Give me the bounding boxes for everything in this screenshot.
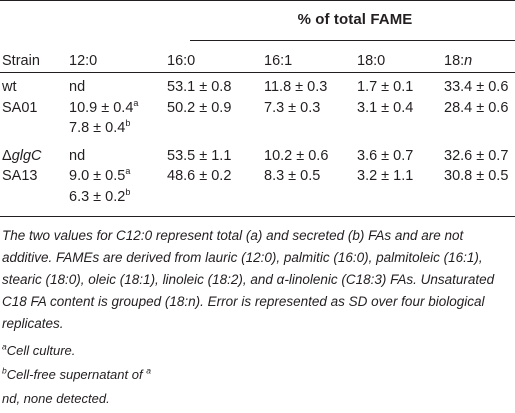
column-header-18-0: 18:0 [357,53,386,69]
strain-cell: SA01 [2,100,38,116]
strain-cell: wt [2,79,17,95]
c16-1-cell: 10.2 ± 0.6 [264,148,329,164]
c18n-cell: 33.4 ± 0.6 [444,79,509,95]
c12-secreted-value: 7.8 ± 0.4 [69,120,126,136]
c16-cell: 50.2 ± 0.9 [167,100,232,116]
c18n-cell: 30.8 ± 0.5 [444,168,509,184]
c18n-cell: 32.6 ± 0.7 [444,148,509,164]
c16-1-cell: 8.3 ± 0.5 [264,168,321,184]
c16-cell: 53.1 ± 0.8 [167,79,232,95]
c12-cell: nd [69,79,86,95]
column-header-12-0: 12:0 [69,53,98,69]
c12-secreted-value: 6.3 ± 0.2 [69,189,126,205]
c18-cell: 1.7 ± 0.1 [357,79,414,95]
c16-cell: 48.6 ± 0.2 [167,168,232,184]
note-b: bCell-free supernatant of a [2,365,151,382]
table-heading: % of total FAME [297,11,413,28]
c12-secreted-cell: 7.8 ± 0.4b [69,119,130,137]
strain-delta-prefix: Δ [2,148,12,164]
footnote-line: C18 FA content is grouped (18:n). Error … [2,294,485,309]
footnote-mark: a [125,166,131,177]
c12-total-cell: 9.0 ± 0.5a [69,167,130,185]
strain-gene-name: glgC [11,148,42,164]
column-header-18-n-text: 18: [444,53,465,69]
c16-1-cell: 7.3 ± 0.3 [264,100,321,116]
column-header-strain: Strain [2,53,40,69]
strain-cell: SA13 [2,168,38,184]
heading-rule [190,40,515,41]
note-trailing-mark: a [146,365,151,376]
c12-total-value: 9.0 ± 0.5 [69,168,126,184]
footnote-mark: b [125,118,131,129]
c18-cell: 3.2 ± 1.1 [357,168,414,184]
column-header-16-1: 16:1 [264,53,293,69]
note-mark: b [2,365,7,376]
note-text: Cell culture. [6,343,76,358]
footnote-line: additive. FAMEs are derived from lauric … [2,250,483,265]
column-header-18-n-italic: n [464,53,473,69]
footnote-line: The two values for C12:0 represent total… [2,228,464,243]
note-text: Cell-free supernatant of [6,367,147,382]
footnote-mark: a [133,98,139,109]
c16-cell: 53.5 ± 1.1 [167,148,232,164]
bottom-rule [0,216,515,217]
note-text: nd, none detected. [2,391,110,406]
column-header-16-0: 16:0 [167,53,196,69]
footnote-line: stearic (18:0), oleic (18:1), linoleic (… [2,272,495,287]
c12-total-value: 10.9 ± 0.4 [69,100,134,116]
c18-cell: 3.6 ± 0.7 [357,148,414,164]
note-a: aCell culture. [2,341,76,358]
note-mark: a [2,341,7,352]
column-header-18-n: 18:n [444,52,472,70]
footnote-line: replicates. [2,316,64,331]
top-rule [0,0,515,1]
c16-1-cell: 11.8 ± 0.3 [264,79,328,95]
strain-cell: ΔglgC [2,147,42,165]
footnote-mark: b [125,187,131,198]
note-nd: nd, none detected. [2,391,110,406]
header-rule [0,72,515,73]
c18n-cell: 28.4 ± 0.6 [444,100,509,116]
c12-total-cell: 10.9 ± 0.4a [69,99,138,117]
c12-secreted-cell: 6.3 ± 0.2b [69,188,130,206]
c18-cell: 3.1 ± 0.4 [357,100,414,116]
c12-cell: nd [69,148,86,164]
